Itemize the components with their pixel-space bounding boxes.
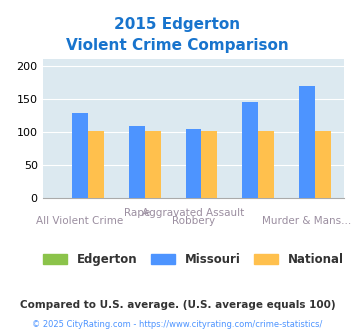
- Text: Robbery: Robbery: [172, 216, 215, 226]
- Bar: [145, 131, 160, 198]
- Bar: [315, 131, 331, 198]
- Bar: [88, 131, 104, 198]
- Bar: [299, 86, 315, 198]
- Bar: [72, 113, 88, 198]
- Legend: Edgerton, Missouri, National: Edgerton, Missouri, National: [39, 248, 348, 271]
- Text: Murder & Mans...: Murder & Mans...: [262, 216, 351, 226]
- Bar: [129, 126, 145, 198]
- Bar: [201, 131, 217, 198]
- Text: All Violent Crime: All Violent Crime: [37, 216, 124, 226]
- Bar: [258, 131, 274, 198]
- Text: © 2025 CityRating.com - https://www.cityrating.com/crime-statistics/: © 2025 CityRating.com - https://www.city…: [32, 320, 323, 329]
- Bar: [186, 129, 201, 198]
- Text: Aggravated Assault: Aggravated Assault: [142, 208, 245, 218]
- Bar: [242, 102, 258, 198]
- Text: 2015 Edgerton: 2015 Edgerton: [114, 16, 241, 31]
- Text: Compared to U.S. average. (U.S. average equals 100): Compared to U.S. average. (U.S. average …: [20, 300, 335, 310]
- Text: Rape: Rape: [124, 208, 150, 218]
- Text: Violent Crime Comparison: Violent Crime Comparison: [66, 38, 289, 53]
